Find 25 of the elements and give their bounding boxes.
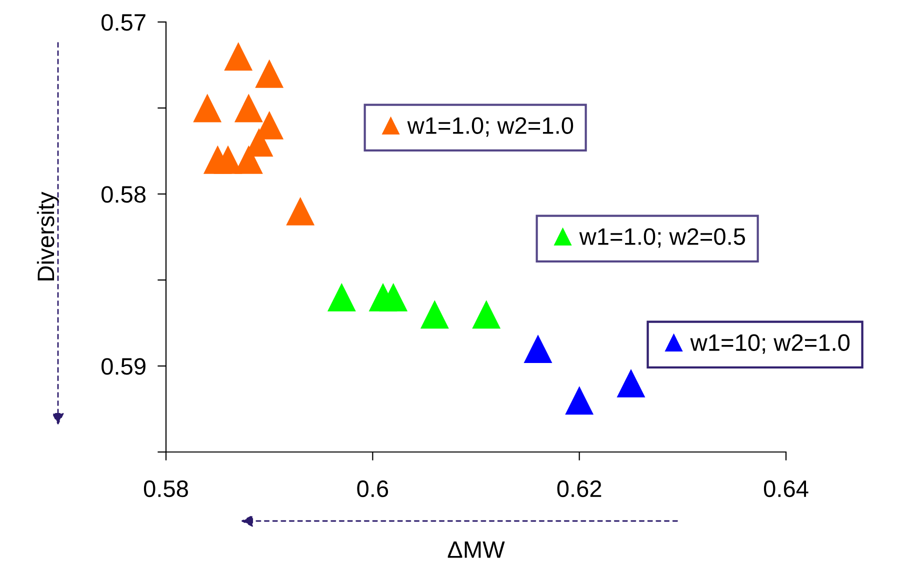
point: [472, 300, 501, 329]
legend-label: w1=1.0; w2=1.0: [407, 117, 574, 137]
point: [616, 368, 646, 398]
y-tick-label: 0.59: [102, 358, 146, 375]
point: [255, 59, 284, 88]
x-tick-label: 0.64: [764, 480, 808, 498]
point: [234, 145, 263, 174]
legend-label: w1=1.0; w2=0.5: [579, 228, 746, 248]
y-tick-label: 0.58: [102, 186, 146, 203]
y-tick-label: 0.57: [102, 14, 146, 31]
point: [234, 94, 263, 122]
point: [420, 300, 449, 329]
x-axis-title: ΔMW: [448, 542, 505, 558]
point: [224, 42, 253, 71]
point: [327, 282, 356, 312]
x-tick-label: 0.62: [557, 480, 602, 498]
point: [193, 94, 222, 122]
x-tick-label: 0.6: [357, 480, 388, 498]
y-axis-title: Diversity: [36, 192, 59, 280]
point: [286, 196, 315, 226]
point: [524, 334, 552, 364]
point: [379, 282, 408, 312]
point: [565, 386, 594, 415]
legend-label: w1=10; w2=1.0: [690, 334, 850, 354]
x-tick-label: 0.58: [144, 480, 188, 498]
